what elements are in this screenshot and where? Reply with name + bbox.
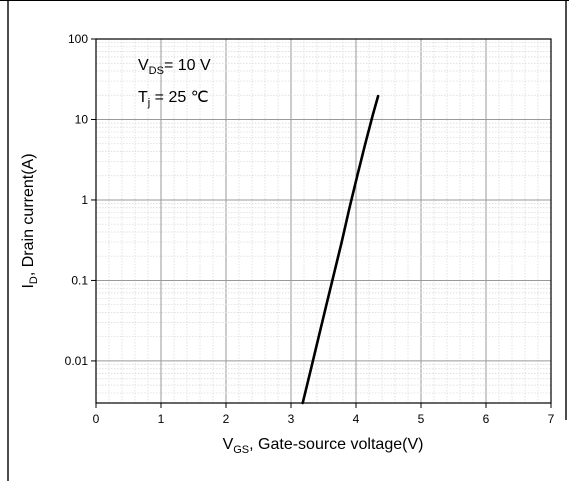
gridlines — [96, 39, 551, 403]
x-tick-label: 2 — [223, 412, 230, 426]
plot-area-border — [95, 38, 552, 404]
x-tick-label: 4 — [353, 412, 360, 426]
y-tick-label: 100 — [68, 32, 88, 46]
series-line — [301, 94, 380, 405]
y-tick-label: 1 — [81, 193, 88, 207]
y-tick-label: 0.1 — [71, 273, 88, 287]
x-tick-label: 7 — [548, 412, 555, 426]
x-tick-label: 1 — [158, 412, 165, 426]
annotation-tj: Tj = 25 ℃ — [138, 89, 209, 109]
y-axis-label: ID, Drain current(A) — [20, 153, 40, 288]
x-tick-label: 5 — [418, 412, 425, 426]
series-group — [301, 94, 380, 405]
tick-labels: 0 1 2 3 4 5 6 7 100 10 1 0.1 0.01 — [65, 32, 555, 426]
x-axis-label: VGS, Gate-source voltage(V) — [223, 436, 424, 456]
y-tick-label: 10 — [75, 112, 89, 126]
annotation-vds: VDS= 10 V — [138, 57, 211, 77]
x-tick-label: 0 — [93, 412, 100, 426]
y-tick-label: 0.01 — [65, 354, 89, 368]
x-tick-label: 3 — [288, 412, 295, 426]
axis-ticks — [91, 38, 552, 408]
x-tick-label: 6 — [483, 412, 490, 426]
